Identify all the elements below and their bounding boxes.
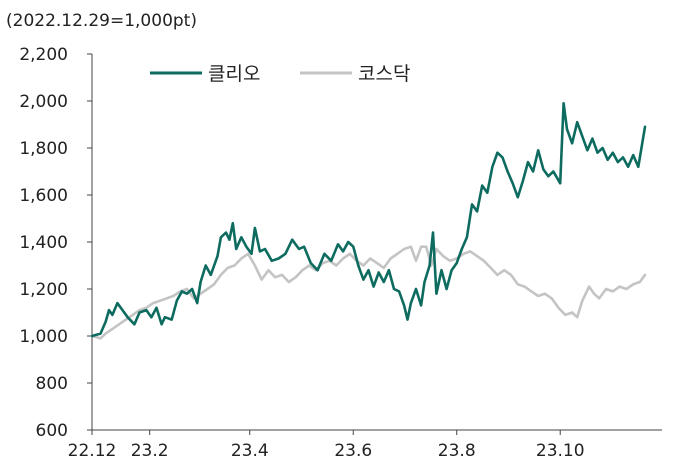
y-tick-label: 1,200 bbox=[19, 280, 68, 300]
y-tick-label: 1,800 bbox=[19, 139, 68, 159]
series-line-clio bbox=[90, 102, 647, 338]
y-tick-label: 1,600 bbox=[19, 186, 68, 206]
y-tick-label: 2,200 bbox=[19, 45, 68, 65]
legend-label-clio: 클리오 bbox=[208, 63, 260, 85]
x-tick-label: 23.6 bbox=[334, 441, 372, 461]
y-tick-label: 1,400 bbox=[19, 233, 68, 253]
y-tick-label: 800 bbox=[36, 374, 68, 394]
y-tick-label: 1,000 bbox=[19, 327, 68, 347]
y-tick-label: 600 bbox=[36, 421, 68, 441]
series-layer bbox=[90, 102, 647, 340]
y-axis: 600 800 1,000 1,200 1,400 1,600 1,800 2,000 2,20… bbox=[19, 45, 93, 441]
x-axis: 22.12 23.2 23.4 23.6 23.8 23.10 bbox=[68, 429, 662, 461]
x-tick-label: 23.4 bbox=[231, 441, 269, 461]
x-tick-label: 23.2 bbox=[131, 441, 169, 461]
unit-note: (2022.12.29=1,000pt) bbox=[6, 11, 197, 31]
legend: 클리오 코스닥 bbox=[150, 63, 410, 85]
y-tick-label: 2,000 bbox=[19, 92, 68, 112]
x-tick-label: 23.10 bbox=[536, 441, 585, 461]
x-tick-label: 23.8 bbox=[438, 441, 476, 461]
series-line-kosdaq bbox=[90, 245, 647, 340]
legend-label-kosdaq: 코스닥 bbox=[358, 63, 410, 85]
x-tick-label: 22.12 bbox=[68, 441, 117, 461]
